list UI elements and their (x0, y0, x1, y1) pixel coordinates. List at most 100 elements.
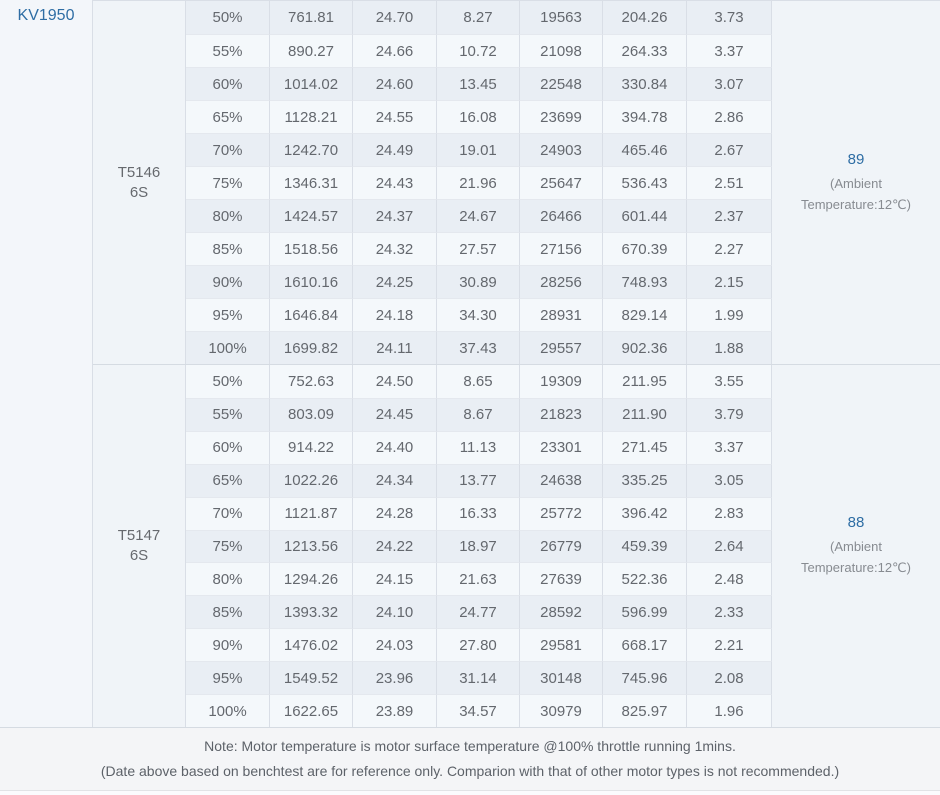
cell-efficiency_g_w: 2.15 (687, 265, 772, 298)
footnote: Note: Motor temperature is motor surface… (0, 727, 940, 791)
kv-rating-label: KV1950 (17, 7, 75, 24)
cell-efficiency_g_w: 2.83 (687, 496, 772, 530)
motor-battery-label: 6S (129, 183, 149, 201)
cell-current_a: 8.67 (437, 397, 520, 431)
cell-thrust_g: 890.27 (270, 34, 353, 67)
cell-voltage_v: 24.10 (353, 595, 437, 629)
cell-voltage_v: 24.55 (353, 100, 437, 133)
motor-section-t5146: T5146 6S 50% 761.81 24.70 8.27 19563 204.26 3.… (93, 1, 940, 364)
cell-voltage_v: 23.96 (353, 661, 437, 695)
footnote-line1: Note: Motor temperature is motor surface… (204, 738, 736, 754)
cell-current_a: 27.57 (437, 232, 520, 265)
cell-current_a: 18.97 (437, 529, 520, 563)
motor-spec-table: KV1950 T5146 6S 50% 761.81 24.70 8.27 19563 2… (0, 0, 940, 727)
ambient-temperature-note-line2: Temperature:12℃) (801, 560, 911, 575)
cell-efficiency_g_w: 1.99 (687, 298, 772, 331)
cell-efficiency_g_w: 3.73 (687, 1, 772, 34)
cell-power_w: 459.39 (603, 529, 687, 563)
cell-throttle: 55% (186, 34, 270, 67)
cell-efficiency_g_w: 2.33 (687, 595, 772, 629)
cell-current_a: 24.77 (437, 595, 520, 629)
cell-throttle: 100% (186, 694, 270, 727)
cell-voltage_v: 24.11 (353, 331, 437, 364)
cell-throttle: 90% (186, 628, 270, 662)
cell-thrust_g: 1549.52 (270, 661, 353, 695)
cell-thrust_g: 1121.87 (270, 496, 353, 530)
cell-rpm: 26779 (520, 529, 603, 563)
cell-rpm: 29581 (520, 628, 603, 662)
cell-current_a: 37.43 (437, 331, 520, 364)
cell-rpm: 30148 (520, 661, 603, 695)
cell-power_w: 335.25 (603, 463, 687, 497)
motor-model-label: T5146 (117, 163, 161, 181)
cell-thrust_g: 1128.21 (270, 100, 353, 133)
cell-efficiency_g_w: 3.79 (687, 397, 772, 431)
cell-power_w: 670.39 (603, 232, 687, 265)
cell-power_w: 668.17 (603, 628, 687, 662)
cell-power_w: 522.36 (603, 562, 687, 596)
cell-voltage_v: 24.49 (353, 133, 437, 166)
kv-rating-cell: KV1950 (0, 0, 93, 727)
cell-voltage_v: 24.34 (353, 463, 437, 497)
cell-current_a: 16.33 (437, 496, 520, 530)
cell-power_w: 396.42 (603, 496, 687, 530)
motor-model-label: T5147 (117, 527, 161, 544)
cell-thrust_g: 1646.84 (270, 298, 353, 331)
cell-throttle: 55% (186, 397, 270, 431)
cell-power_w: 264.33 (603, 34, 687, 67)
cell-efficiency_g_w: 2.37 (687, 199, 772, 232)
cell-rpm: 21823 (520, 397, 603, 431)
cell-current_a: 31.14 (437, 661, 520, 695)
cell-throttle: 70% (186, 133, 270, 166)
motor-temperature-cell: 89 (Ambient Temperature:12℃) (772, 1, 940, 364)
cell-rpm: 30979 (520, 694, 603, 727)
cell-power_w: 465.46 (603, 133, 687, 166)
cell-power_w: 748.93 (603, 265, 687, 298)
cell-efficiency_g_w: 3.55 (687, 365, 772, 398)
cell-thrust_g: 1393.32 (270, 595, 353, 629)
cell-current_a: 13.77 (437, 463, 520, 497)
cell-thrust_g: 1476.02 (270, 628, 353, 662)
cell-efficiency_g_w: 2.08 (687, 661, 772, 695)
cell-power_w: 204.26 (603, 1, 687, 34)
cell-current_a: 27.80 (437, 628, 520, 662)
cell-voltage_v: 24.32 (353, 232, 437, 265)
cell-thrust_g: 1518.56 (270, 232, 353, 265)
cell-thrust_g: 914.22 (270, 430, 353, 464)
cell-voltage_v: 24.18 (353, 298, 437, 331)
cell-voltage_v: 24.60 (353, 67, 437, 100)
cell-current_a: 21.63 (437, 562, 520, 596)
cell-efficiency_g_w: 2.51 (687, 166, 772, 199)
cell-throttle: 95% (186, 661, 270, 695)
cell-voltage_v: 24.22 (353, 529, 437, 563)
cell-current_a: 11.13 (437, 430, 520, 464)
cell-rpm: 28592 (520, 595, 603, 629)
cell-voltage_v: 24.70 (353, 1, 437, 34)
cell-power_w: 394.78 (603, 100, 687, 133)
cell-current_a: 21.96 (437, 166, 520, 199)
cell-current_a: 8.27 (437, 1, 520, 34)
cell-throttle: 50% (186, 1, 270, 34)
cell-throttle: 85% (186, 595, 270, 629)
cell-power_w: 330.84 (603, 67, 687, 100)
cell-thrust_g: 1242.70 (270, 133, 353, 166)
motor-temperature-value: 88 (847, 514, 865, 531)
cell-rpm: 21098 (520, 34, 603, 67)
motor-data-grid: 50% 761.81 24.70 8.27 19563 204.26 3.73 55% 890.… (186, 1, 772, 364)
motor-data-grid: 50% 752.63 24.50 8.65 19309 211.95 3.55 55% 803.… (186, 365, 772, 727)
cell-voltage_v: 24.15 (353, 562, 437, 596)
cell-thrust_g: 1213.56 (270, 529, 353, 563)
cell-current_a: 34.57 (437, 694, 520, 727)
cell-power_w: 271.45 (603, 430, 687, 464)
cell-thrust_g: 803.09 (270, 397, 353, 431)
motor-name-cell: T5146 6S (93, 1, 186, 364)
cell-voltage_v: 23.89 (353, 694, 437, 727)
cell-rpm: 27639 (520, 562, 603, 596)
motor-temperature-cell: 88 (Ambient Temperature:12℃) (772, 365, 940, 727)
cell-rpm: 24638 (520, 463, 603, 497)
cell-rpm: 29557 (520, 331, 603, 364)
cell-rpm: 28931 (520, 298, 603, 331)
cell-throttle: 60% (186, 67, 270, 100)
cell-throttle: 95% (186, 298, 270, 331)
cell-thrust_g: 1346.31 (270, 166, 353, 199)
